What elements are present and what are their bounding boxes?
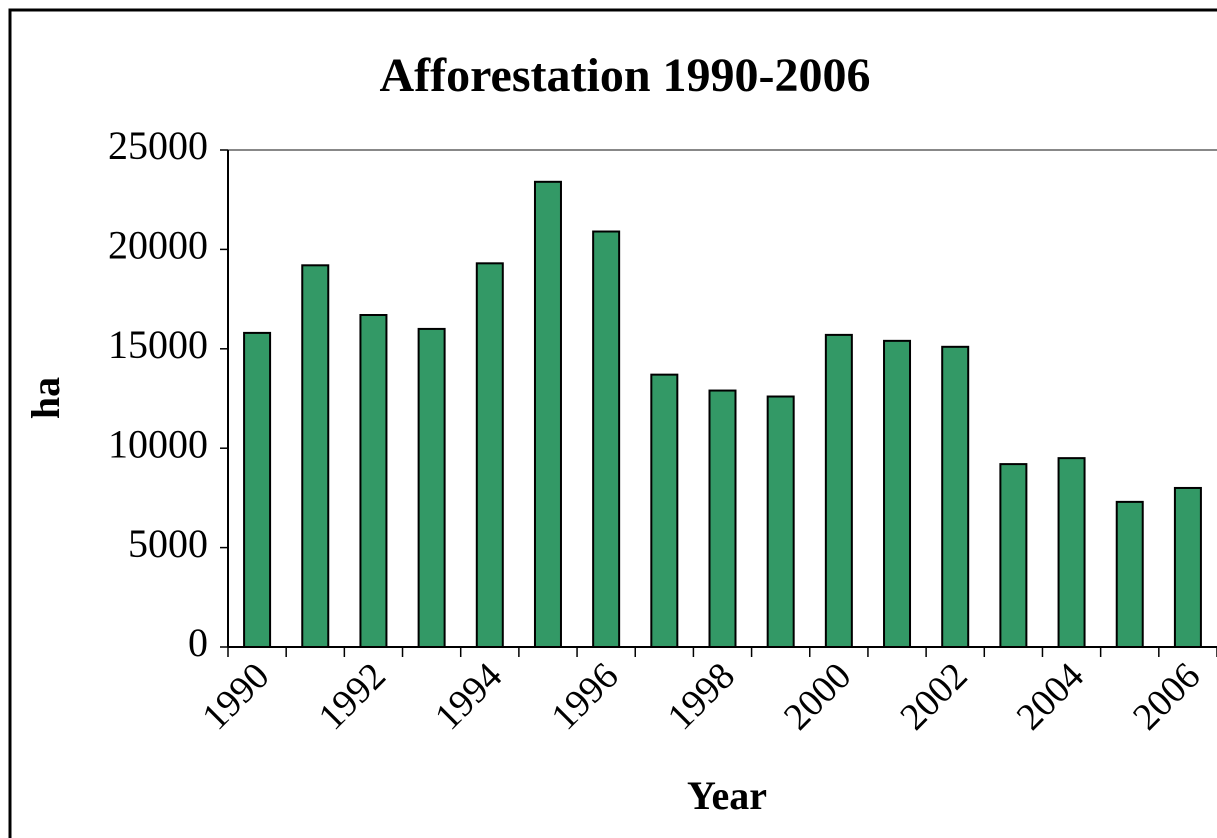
bar (941, 345, 970, 648)
bar (824, 333, 853, 648)
bar (475, 262, 504, 648)
bar (650, 373, 679, 648)
bar (1173, 486, 1202, 648)
bar (1057, 457, 1086, 649)
y-tick-label: 15000 (108, 322, 208, 367)
bar (533, 180, 562, 648)
bar (883, 339, 912, 648)
y-tick-label: 0 (188, 620, 208, 665)
x-axis-label: Year (687, 773, 767, 818)
bar (708, 389, 737, 648)
bar (766, 395, 795, 648)
bar (592, 230, 621, 648)
bar (243, 331, 272, 648)
bar (417, 327, 446, 648)
bar (301, 264, 330, 648)
y-tick-label: 5000 (128, 521, 208, 566)
chart-title: Afforestation 1990-2006 (379, 49, 870, 102)
bar (359, 314, 388, 648)
bar (999, 463, 1028, 648)
y-tick-label: 10000 (108, 421, 208, 466)
bar (1115, 500, 1144, 648)
y-tick-label: 25000 (108, 123, 208, 168)
y-axis-label: ha (23, 377, 68, 419)
y-tick-label: 20000 (108, 223, 208, 268)
